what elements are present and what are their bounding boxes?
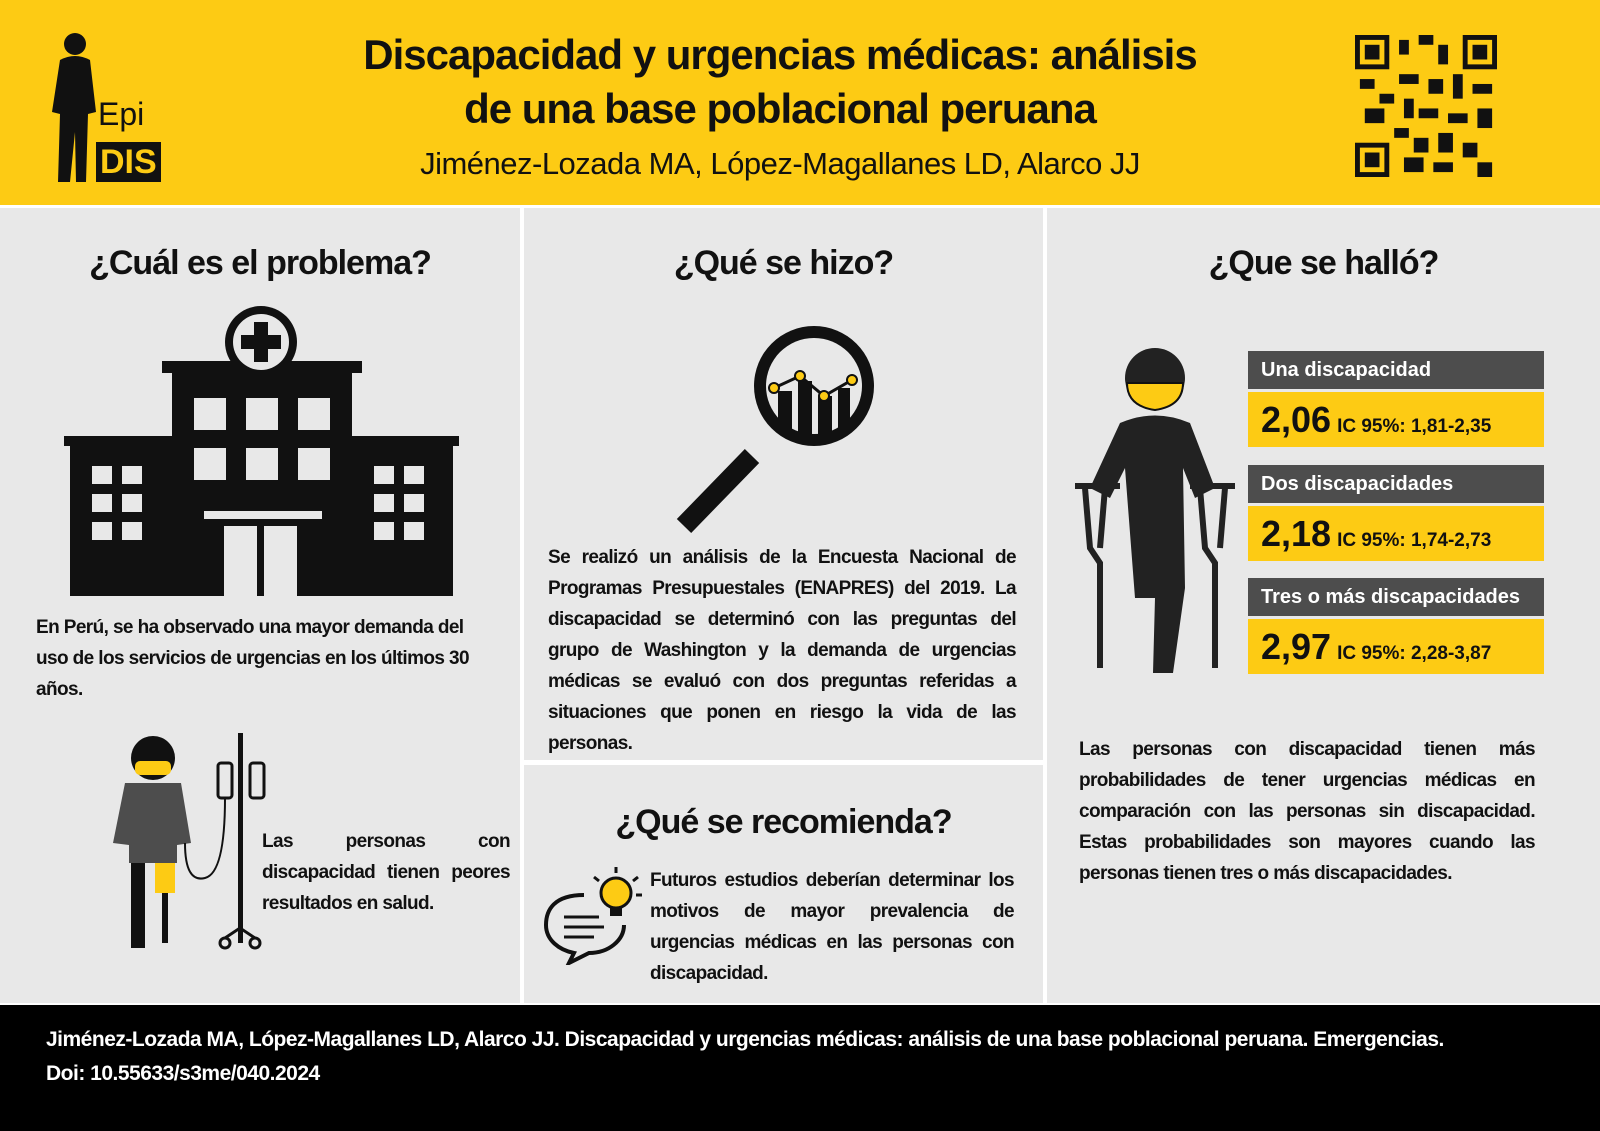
speech-bubble-lightbulb-icon: [544, 867, 642, 965]
footer-citation: Jiménez-Lozada MA, López-Magallanes LD, …: [0, 1005, 1600, 1131]
confidence-interval: IC 95%: 1,74-2,73: [1337, 530, 1492, 551]
logo-text-epi: Epi: [98, 96, 145, 132]
result-label-two: Dos discapacidades: [1248, 465, 1544, 503]
problem-panel: ¿Cuál es el problema? En Perú, se ha obs…: [0, 208, 520, 1003]
person-with-crutches-icon: [1075, 348, 1235, 673]
title-line-1: Discapacidad y urgencias médicas: anális…: [363, 31, 1197, 78]
authors: Jiménez-Lozada MA, López-Magallanes LD, …: [420, 146, 1140, 181]
odds-ratio: 2,18: [1261, 513, 1332, 554]
odds-ratio: 2,97: [1261, 626, 1332, 667]
result-value-three: 2,97 IC 95%: 2,28-3,87: [1248, 619, 1544, 674]
header: Epi DIS Discapacidad y urgencias médicas…: [0, 0, 1600, 205]
problem-text-2: Las personas con discapacidad tienen peo…: [262, 831, 511, 914]
problem-heading: ¿Cuál es el problema?: [89, 244, 432, 282]
result-label-three: Tres o más discapacidades: [1248, 578, 1544, 616]
method-panel: ¿Qué se hizo? Se realizó un análisis de …: [524, 208, 1043, 760]
citation-text: Jiménez-Lozada MA, López-Magallanes LD, …: [46, 1028, 1444, 1051]
recommend-text: Futuros estudios deberían determinar los…: [650, 870, 1015, 984]
odds-ratio: 2,06: [1261, 399, 1332, 440]
result-value-one: 2,06 IC 95%: 1,81-2,35: [1248, 392, 1544, 447]
recommend-heading: ¿Qué se recomienda?: [615, 803, 952, 841]
doi-link[interactable]: Doi: 10.55633/s3me/040.2024: [46, 1062, 320, 1085]
logo-text-dis: DIS: [96, 142, 161, 182]
magnifier-chart-icon: [676, 326, 874, 533]
recommend-panel: ¿Qué se recomienda? Futuros estudios deb…: [524, 765, 1043, 1003]
qr-code-icon[interactable]: [1355, 35, 1497, 177]
page-title: Discapacidad y urgencias médicas: anális…: [250, 28, 1310, 136]
confidence-interval: IC 95%: 1,81-2,35: [1337, 416, 1492, 437]
confidence-interval: IC 95%: 2,28-3,87: [1337, 643, 1492, 664]
patient-with-iv-icon: [113, 733, 266, 950]
method-heading: ¿Qué se hizo?: [673, 244, 894, 282]
findings-text: Las personas con discapacidad tienen más…: [1079, 739, 1536, 884]
hospital-icon: [64, 306, 459, 596]
problem-text: En Perú, se ha observado una mayor deman…: [36, 617, 470, 700]
person-with-prosthesis-logo-icon: [52, 33, 96, 182]
method-text: Se realizó un análisis de la Encuesta Na…: [548, 547, 1017, 754]
title-line-2: de una base poblacional peruana: [464, 85, 1097, 132]
result-value-two: 2,18 IC 95%: 1,74-2,73: [1248, 506, 1544, 561]
findings-heading: ¿Que se halló?: [1208, 244, 1440, 282]
result-label-one: Una discapacidad: [1248, 351, 1544, 389]
